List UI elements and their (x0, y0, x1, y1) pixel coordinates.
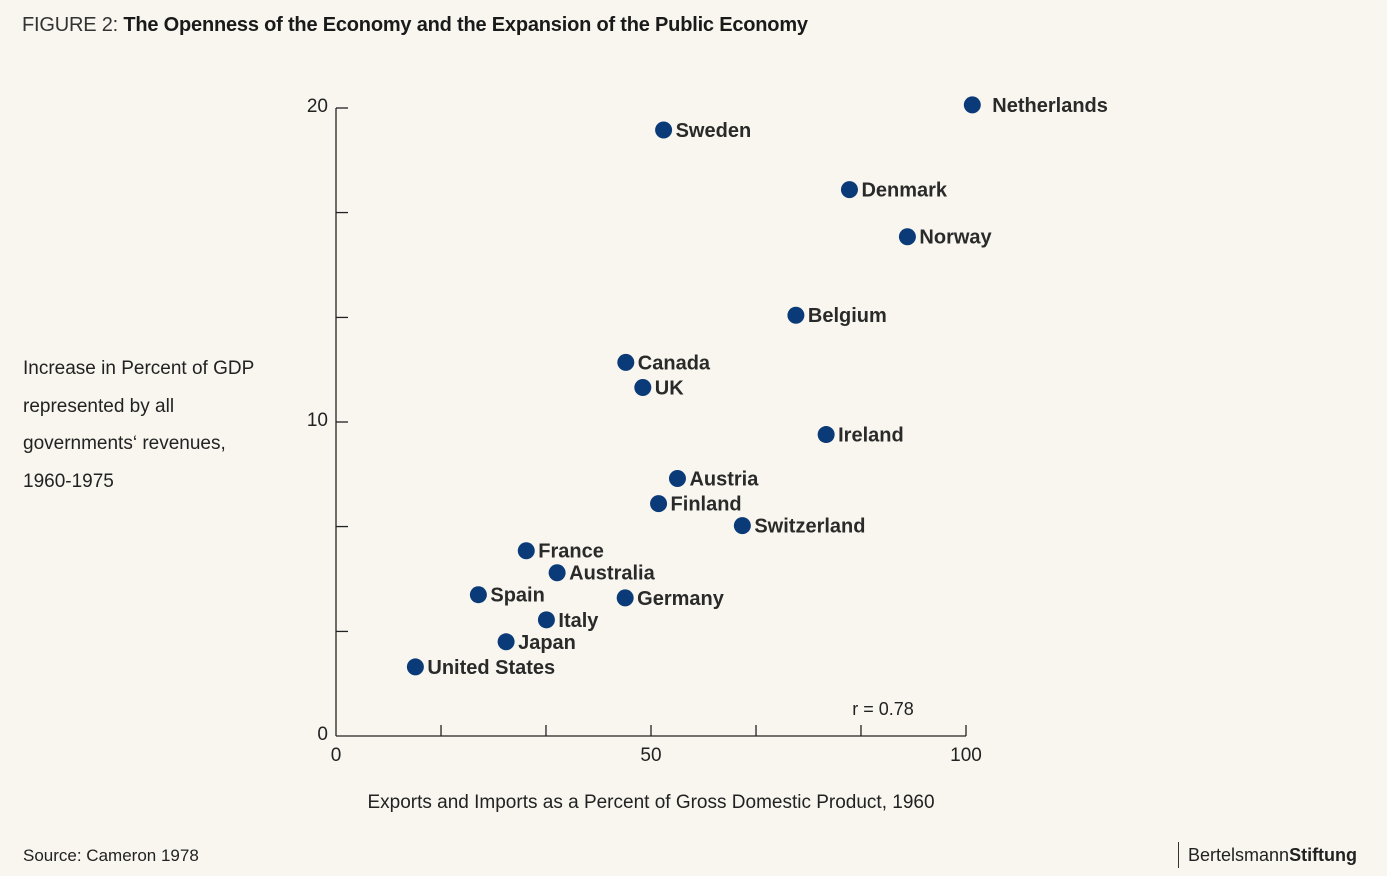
x-ticks: 0 50 100 (331, 725, 982, 766)
data-point (840, 181, 858, 199)
data-point (655, 121, 673, 139)
data-point (469, 586, 487, 604)
x-axis-label: Exports and Imports as a Percent of Gros… (367, 792, 934, 813)
data-point (787, 306, 805, 324)
data-point (517, 542, 535, 560)
data-point-label: Germany (637, 588, 725, 610)
data-point-label: Japan (518, 632, 576, 654)
figure-title-main: The Openness of the Economy and the Expa… (123, 14, 808, 36)
data-point (963, 96, 981, 114)
data-point (650, 495, 668, 513)
x-tick-label: 0 (331, 745, 342, 766)
data-point (406, 658, 424, 676)
figure-title: FIGURE 2: The Openness of the Economy an… (22, 14, 808, 37)
data-point-label: Italy (558, 610, 599, 632)
y-tick-label: 10 (307, 410, 328, 431)
data-point-label: Denmark (861, 180, 947, 202)
x-tick-label: 50 (640, 745, 661, 766)
data-points: Netherlands Sweden Denmark Norway Belgium Can… (406, 95, 1108, 679)
data-point-label: France (538, 541, 604, 563)
data-point-label: Finland (671, 494, 742, 516)
brand-name-part2: Stiftung (1289, 845, 1358, 865)
x-tick-label: 100 (950, 745, 982, 766)
data-point-label: Netherlands (992, 95, 1108, 117)
brand-name-part1: Bertelsmann (1188, 845, 1290, 865)
y-axis-label: Increase in Percent of GDP represented b… (23, 350, 293, 500)
data-point-label: Sweden (676, 120, 752, 142)
data-point (733, 517, 751, 535)
data-point (617, 353, 635, 371)
data-point-label: Austria (689, 469, 759, 491)
data-point-label: Ireland (838, 425, 904, 447)
data-point-label: UK (655, 377, 684, 399)
y-tick-label: 0 (317, 724, 328, 745)
data-point (817, 426, 835, 444)
y-axis-label-line: represented by all (23, 395, 175, 417)
data-point (634, 378, 652, 396)
brand-logo: BertelsmannStiftung (1178, 842, 1357, 868)
data-point (898, 228, 916, 246)
data-point-label: Switzerland (754, 516, 865, 538)
correlation-annotation: r = 0.78 (852, 699, 914, 719)
y-ticks: 0 10 20 (307, 96, 348, 745)
data-point-label: Canada (638, 352, 711, 374)
y-axis-label-line: Increase in Percent of GDP (23, 358, 255, 379)
data-point (537, 611, 555, 629)
data-point (616, 589, 634, 607)
source-note: Source: Cameron 1978 (23, 846, 199, 865)
data-point-label: Norway (919, 227, 992, 249)
y-axis-label-line: 1960-1975 (23, 470, 114, 492)
figure-title-prefix: FIGURE 2: (22, 14, 118, 36)
data-point-label: Spain (490, 585, 544, 607)
y-axis-label-line: governments‘ revenues, (23, 433, 226, 454)
data-point (668, 470, 686, 488)
data-point (497, 633, 515, 651)
data-point-label: United States (427, 657, 555, 679)
data-point (548, 564, 566, 582)
y-tick-label: 20 (307, 96, 328, 117)
data-point-label: Australia (569, 563, 655, 585)
data-point-label: Belgium (808, 305, 887, 327)
